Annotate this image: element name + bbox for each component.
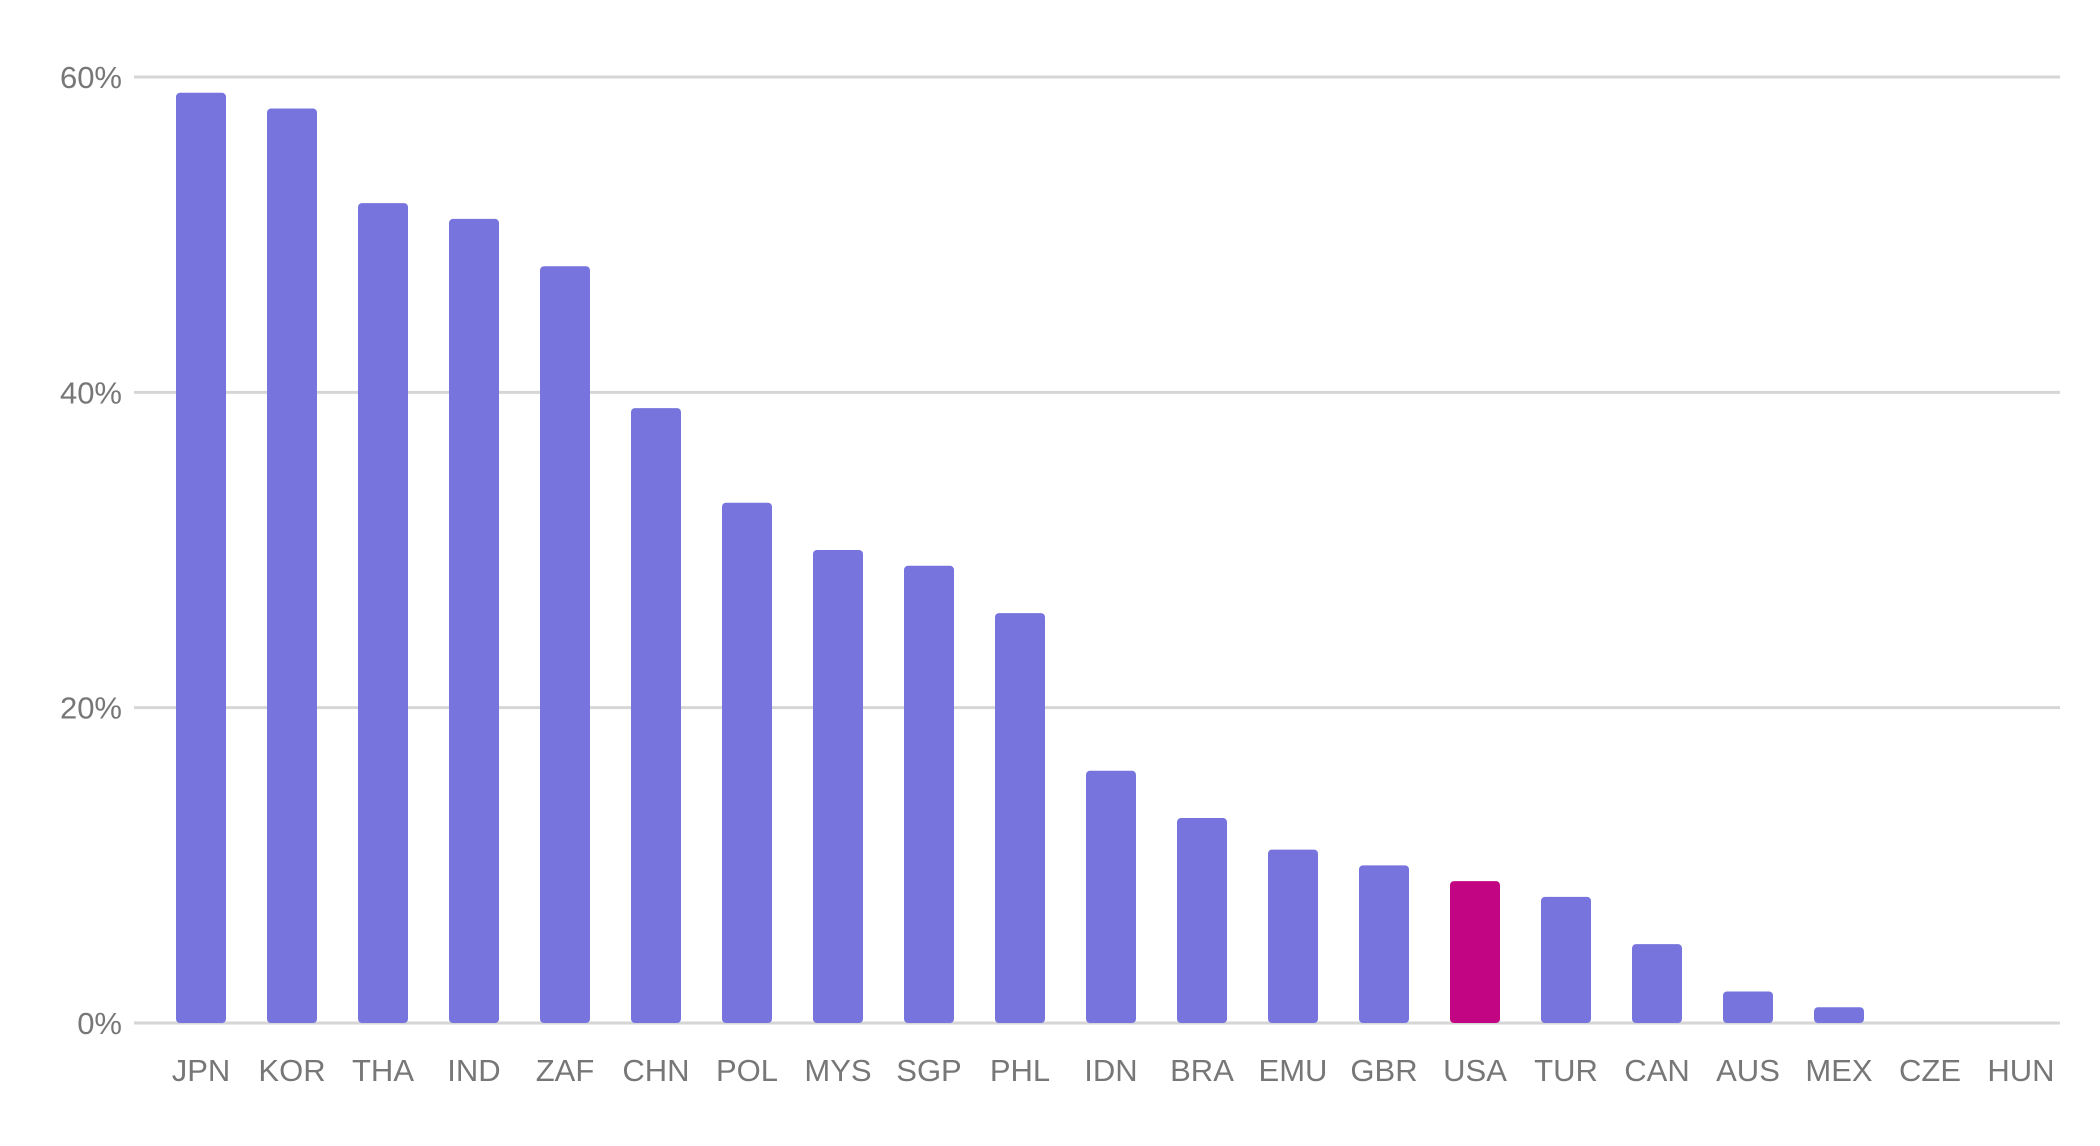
y-tick-label: 20%: [60, 691, 122, 726]
bar-pol: [722, 502, 772, 1023]
bar-kor: [267, 108, 317, 1024]
x-tick-label-usa: USA: [1443, 1053, 1507, 1088]
x-tick-label-jpn: JPN: [172, 1053, 231, 1088]
bar-aus: [1723, 991, 1773, 1023]
x-tick-label-sgp: SGP: [896, 1053, 961, 1088]
bar-idn: [1086, 770, 1136, 1023]
x-tick-label-chn: CHN: [622, 1053, 689, 1088]
y-tick-label: 40%: [60, 375, 122, 410]
bar-phl: [995, 613, 1045, 1023]
x-tick-label-pol: POL: [716, 1053, 778, 1088]
x-tick-label-aus: AUS: [1716, 1053, 1780, 1088]
bar-ind: [449, 218, 499, 1023]
y-axis-tick-labels: 0% 20% 40% 60%: [60, 60, 122, 1041]
bar-tha: [358, 203, 408, 1024]
x-tick-label-can: CAN: [1624, 1053, 1689, 1088]
bar-tur: [1541, 896, 1591, 1023]
bar-bra: [1177, 818, 1227, 1023]
x-tick-label-phl: PHL: [990, 1053, 1050, 1088]
x-tick-label-tha: THA: [352, 1053, 414, 1088]
x-tick-label-idn: IDN: [1084, 1053, 1137, 1088]
x-tick-label-cze: CZE: [1899, 1053, 1961, 1088]
bar-mys: [813, 550, 863, 1023]
y-tick-label: 0%: [77, 1006, 122, 1041]
x-tick-label-mex: MEX: [1805, 1053, 1873, 1088]
x-tick-label-gbr: GBR: [1350, 1053, 1417, 1088]
bar-zaf: [540, 266, 590, 1023]
bar-gbr: [1359, 865, 1409, 1023]
x-tick-label-zaf: ZAF: [536, 1053, 595, 1088]
y-tick-label: 60%: [60, 60, 122, 95]
bar-chn: [631, 408, 681, 1024]
x-tick-label-mys: MYS: [804, 1053, 871, 1088]
x-tick-label-ind: IND: [447, 1053, 500, 1088]
bar-jpn: [176, 92, 226, 1024]
x-tick-label-tur: TUR: [1534, 1053, 1598, 1088]
bar-usa: [1450, 881, 1500, 1023]
bar-emu: [1268, 849, 1318, 1023]
bar-sgp: [904, 565, 954, 1023]
x-tick-label-kor: KOR: [258, 1053, 325, 1088]
x-axis-tick-labels: JPN KOR THA IND ZAF CHN POL MYS SGP PHL IDN BRA EMU G…: [172, 1053, 2055, 1088]
x-tick-label-emu: EMU: [1259, 1053, 1328, 1088]
bars: [176, 92, 1864, 1024]
bar-can: [1632, 944, 1682, 1023]
x-tick-label-hun: HUN: [1987, 1053, 2054, 1088]
bar-mex: [1814, 1007, 1864, 1023]
x-tick-label-bra: BRA: [1170, 1053, 1234, 1088]
